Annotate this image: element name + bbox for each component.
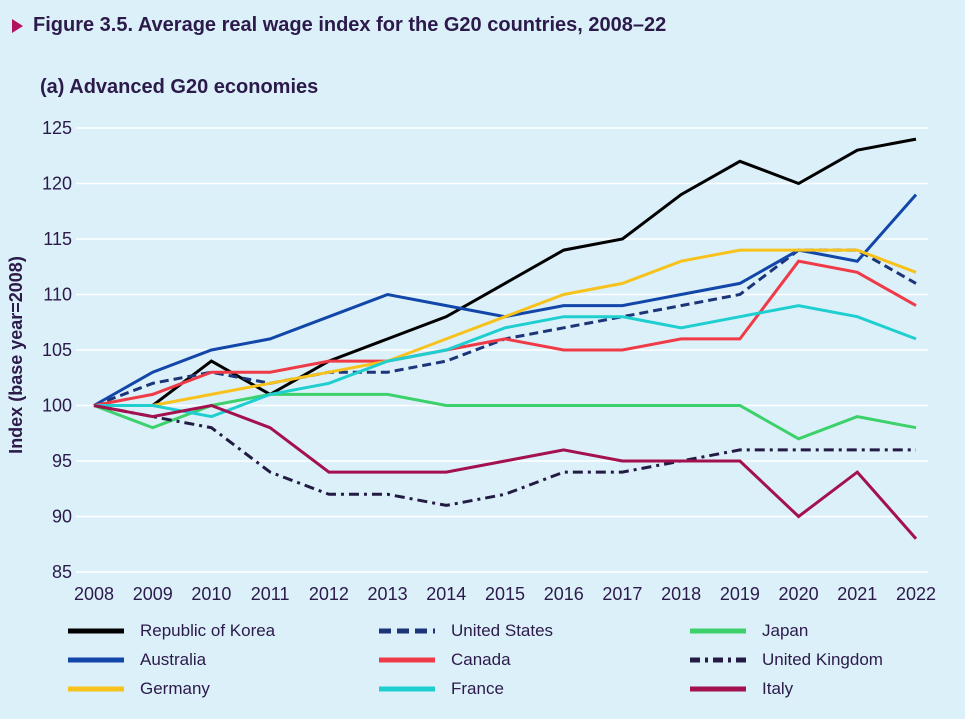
- y-tick-label: 95: [52, 451, 72, 471]
- series-line-france: [94, 304, 917, 419]
- y-tick-label: 120: [42, 174, 72, 194]
- legend-item: Italy: [688, 678, 946, 699]
- x-axis-ticks: 2008 2009 2010 2011 2012 2013 2014 2015 2016 2017…: [74, 584, 936, 604]
- y-tick-label: 105: [42, 340, 72, 360]
- y-axis-label: Index (base year=2008): [6, 256, 26, 454]
- x-tick-label: 2015: [485, 584, 525, 604]
- series-line-italy: [93, 403, 918, 540]
- x-tick-label: 2012: [309, 584, 349, 604]
- y-tick-label: 85: [52, 562, 72, 582]
- gridlines: [76, 127, 928, 573]
- legend-swatch: [379, 686, 435, 691]
- legend-swatch: [690, 686, 746, 691]
- legend-item: Canada: [377, 649, 688, 670]
- figure-marker-icon: [12, 18, 23, 33]
- y-axis-label-group: Index (base year=2008): [6, 256, 26, 454]
- legend-swatch: [68, 686, 124, 691]
- x-tick-label: 2016: [544, 584, 584, 604]
- legend-label: Japan: [762, 620, 809, 640]
- x-tick-label: 2008: [74, 584, 114, 604]
- y-axis-ticks: 85 90 95 100 105 110 115 120 125: [42, 118, 72, 582]
- y-tick-label: 125: [42, 118, 72, 138]
- y-tick-label: 110: [43, 285, 72, 305]
- y-tick-label: 100: [42, 396, 72, 416]
- legend-label: Canada: [451, 649, 511, 669]
- legend-item: Australia: [66, 649, 377, 670]
- legend-item: United States: [377, 620, 688, 641]
- figure-header: Figure 3.5. Average real wage index for …: [12, 14, 666, 37]
- x-tick-label: 2010: [191, 584, 231, 604]
- legend-label: United States: [451, 620, 554, 640]
- legend-swatch: [68, 628, 124, 633]
- legend-swatch: [68, 657, 124, 662]
- legend-label: France: [451, 678, 504, 698]
- legend-label: Germany: [140, 678, 210, 698]
- legend-label: Italy: [762, 678, 794, 698]
- figure-title: Figure 3.5. Average real wage index for …: [33, 14, 667, 36]
- series-line-germany: [94, 248, 917, 407]
- legend: Republic of Korea United States Japan Austr…: [66, 620, 946, 699]
- legend-swatch: [690, 628, 746, 633]
- x-tick-label: 2014: [426, 584, 466, 604]
- x-tick-label: 2019: [720, 584, 760, 604]
- legend-item: France: [377, 678, 688, 699]
- series-line-united-kingdom: [93, 404, 916, 507]
- x-tick-label: 2017: [602, 584, 642, 604]
- series-line-republic-of-korea: [94, 137, 917, 407]
- series-line-canada: [93, 259, 917, 407]
- chart-subtitle: (a) Advanced G20 economies: [40, 76, 319, 98]
- x-tick-label: 2011: [251, 584, 290, 604]
- legend-item: Republic of Korea: [66, 620, 377, 641]
- legend-item: United Kingdom: [688, 649, 946, 670]
- legend-item: Germany: [66, 678, 377, 699]
- legend-label: United Kingdom: [762, 649, 883, 669]
- legend-label: Australia: [140, 649, 207, 669]
- legend-swatch: [379, 657, 435, 662]
- x-tick-label: 2013: [368, 584, 408, 604]
- y-tick-label: 115: [43, 229, 72, 249]
- y-tick-label: 90: [52, 507, 72, 527]
- legend-item: Japan: [688, 620, 946, 641]
- x-tick-label: 2022: [896, 584, 936, 604]
- series-lines: [93, 137, 918, 540]
- legend-swatch: [690, 657, 746, 662]
- x-tick-label: 2018: [661, 584, 701, 604]
- legend-swatch: [379, 628, 435, 633]
- x-tick-label: 2020: [779, 584, 819, 604]
- series-line-japan: [93, 392, 917, 441]
- legend-label: Republic of Korea: [140, 620, 276, 640]
- x-tick-label: 2021: [837, 584, 877, 604]
- x-tick-label: 2009: [133, 584, 173, 604]
